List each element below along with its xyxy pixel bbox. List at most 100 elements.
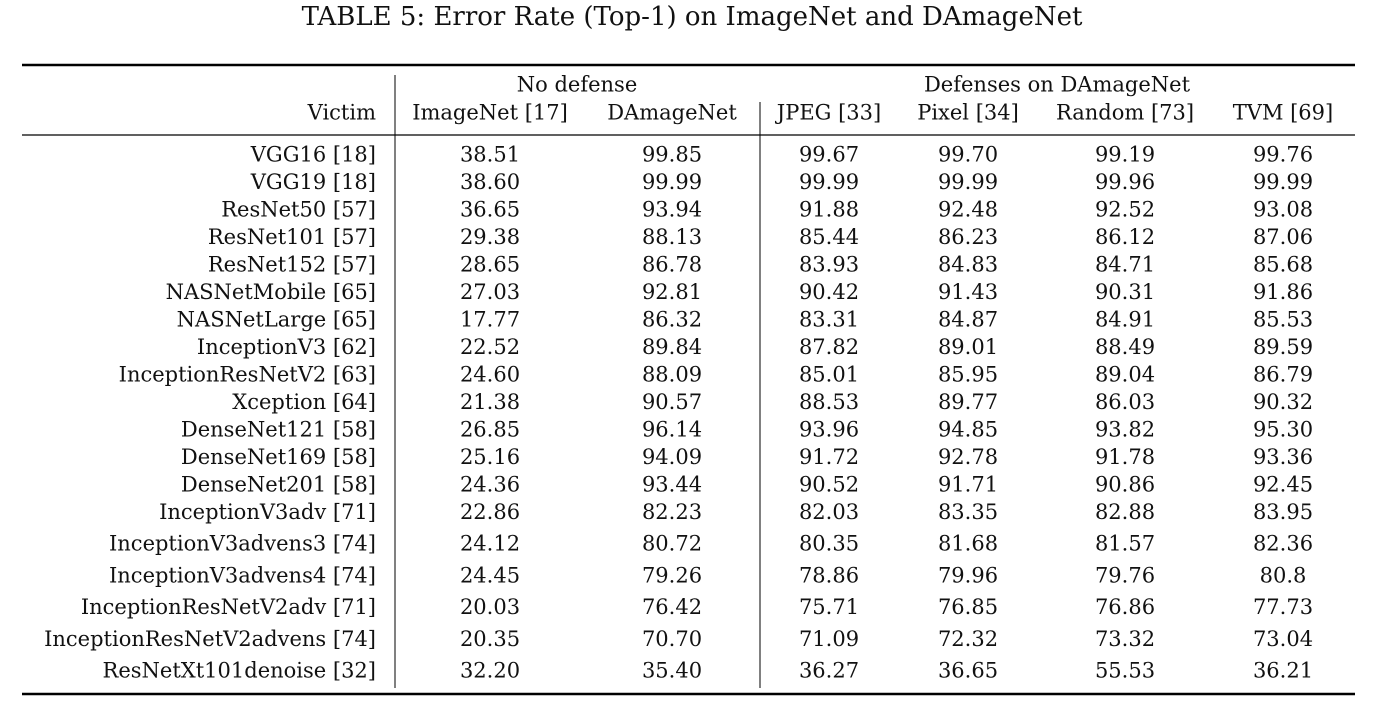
error-rate: 99.70 (938, 143, 998, 167)
error-rate: 20.35 (460, 627, 520, 651)
error-rate: 79.26 (642, 563, 702, 587)
error-rate: 90.31 (1095, 280, 1155, 304)
error-rate: 22.52 (460, 335, 520, 359)
victim-name: DenseNet121 [58] (181, 418, 376, 442)
error-rate: 90.86 (1095, 473, 1155, 497)
error-rate: 87.06 (1253, 225, 1313, 249)
error-rate: 26.85 (460, 418, 520, 442)
error-rate: 90.42 (799, 280, 859, 304)
error-rate: 79.96 (938, 563, 998, 587)
error-rate: 99.19 (1095, 143, 1155, 167)
error-rate: 84.83 (938, 253, 998, 277)
error-rate: 79.76 (1095, 563, 1155, 587)
error-rate: 20.03 (460, 595, 520, 619)
error-rate: 24.45 (460, 563, 520, 587)
error-rate: 76.42 (642, 595, 702, 619)
error-rate: 28.65 (460, 253, 520, 277)
error-rate: 85.68 (1253, 253, 1313, 277)
error-rate: 80.72 (642, 532, 702, 556)
victim-name: NASNetLarge [65] (177, 308, 376, 332)
error-rate: 92.81 (642, 280, 702, 304)
error-rate: 36.21 (1253, 659, 1313, 683)
error-rate: 90.52 (799, 473, 859, 497)
error-rate: 80.8 (1260, 563, 1307, 587)
error-rate: 86.03 (1095, 390, 1155, 414)
error-rate: 80.35 (799, 532, 859, 556)
error-rate: 93.82 (1095, 418, 1155, 442)
error-rate: 91.43 (938, 280, 998, 304)
error-rate: 90.32 (1253, 390, 1313, 414)
error-rate: 35.40 (642, 659, 702, 683)
column-header: DAmageNet (607, 101, 737, 125)
error-rate: 89.04 (1095, 363, 1155, 387)
error-rate: 84.91 (1095, 308, 1155, 332)
table-title: TABLE 5: Error Rate (Top-1) on ImageNet … (302, 2, 1083, 32)
error-rate: 82.36 (1253, 532, 1313, 556)
error-rate: 82.88 (1095, 500, 1155, 524)
error-rate: 55.53 (1095, 659, 1155, 683)
error-rate: 24.60 (460, 363, 520, 387)
error-rate: 93.36 (1253, 445, 1313, 469)
victim-name: ResNet152 [57] (208, 253, 376, 277)
error-rate: 96.14 (642, 418, 702, 442)
column-header: JPEG [33] (775, 101, 881, 125)
error-rate: 29.38 (460, 225, 520, 249)
error-rate: 73.32 (1095, 627, 1155, 651)
error-rate: 92.52 (1095, 198, 1155, 222)
error-rate: 86.32 (642, 308, 702, 332)
column-header: ImageNet [17] (412, 101, 568, 125)
error-rate: 70.70 (642, 627, 702, 651)
error-rate: 36.27 (799, 659, 859, 683)
error-rate: 86.78 (642, 253, 702, 277)
error-rate: 76.86 (1095, 595, 1155, 619)
error-rate: 87.82 (799, 335, 859, 359)
error-rate: 86.12 (1095, 225, 1155, 249)
error-rate: 83.95 (1253, 500, 1313, 524)
error-rate: 81.68 (938, 532, 998, 556)
victim-name: Xception [64] (232, 390, 376, 414)
error-rate: 88.13 (642, 225, 702, 249)
error-rate: 22.86 (460, 500, 520, 524)
error-rate: 72.32 (938, 627, 998, 651)
error-rate: 89.01 (938, 335, 998, 359)
error-rate: 24.36 (460, 473, 520, 497)
victim-name: InceptionV3 [62] (197, 335, 376, 359)
error-rate: 91.78 (1095, 445, 1155, 469)
victim-name: DenseNet169 [58] (181, 445, 376, 469)
column-header: Pixel [34] (917, 101, 1019, 125)
error-rate: 38.51 (460, 143, 520, 167)
column-header: Victim (307, 101, 376, 125)
error-rate: 93.08 (1253, 198, 1313, 222)
error-rate: 25.16 (460, 445, 520, 469)
error-rate: 99.85 (642, 143, 702, 167)
error-rate: 99.99 (799, 170, 859, 194)
victim-name: InceptionResNetV2 [63] (119, 363, 376, 387)
error-rate: 85.01 (799, 363, 859, 387)
victim-name: ResNet101 [57] (208, 225, 376, 249)
error-rate: 86.79 (1253, 363, 1313, 387)
error-rate: 91.86 (1253, 280, 1313, 304)
error-rate: 17.77 (460, 308, 520, 332)
error-rate: 92.78 (938, 445, 998, 469)
victim-name: DenseNet201 [58] (181, 473, 376, 497)
error-rate: 83.93 (799, 253, 859, 277)
error-rate: 77.73 (1253, 595, 1313, 619)
error-rate: 99.67 (799, 143, 859, 167)
victim-name: ResNetXt101denoise [32] (103, 659, 376, 683)
error-rate: 36.65 (460, 198, 520, 222)
error-rate: 86.23 (938, 225, 998, 249)
group-header: No defense (517, 73, 638, 97)
error-rate: 88.53 (799, 390, 859, 414)
error-rate: 91.71 (938, 473, 998, 497)
victim-name: VGG16 [18] (250, 143, 376, 167)
error-rate: 21.38 (460, 390, 520, 414)
error-rate: 93.44 (642, 473, 702, 497)
error-rate: 93.94 (642, 198, 702, 222)
error-rate: 84.87 (938, 308, 998, 332)
error-rate: 81.57 (1095, 532, 1155, 556)
error-rate: 99.99 (938, 170, 998, 194)
error-rate: 83.35 (938, 500, 998, 524)
error-rate: 36.65 (938, 659, 998, 683)
column-header: Random [73] (1056, 101, 1194, 125)
